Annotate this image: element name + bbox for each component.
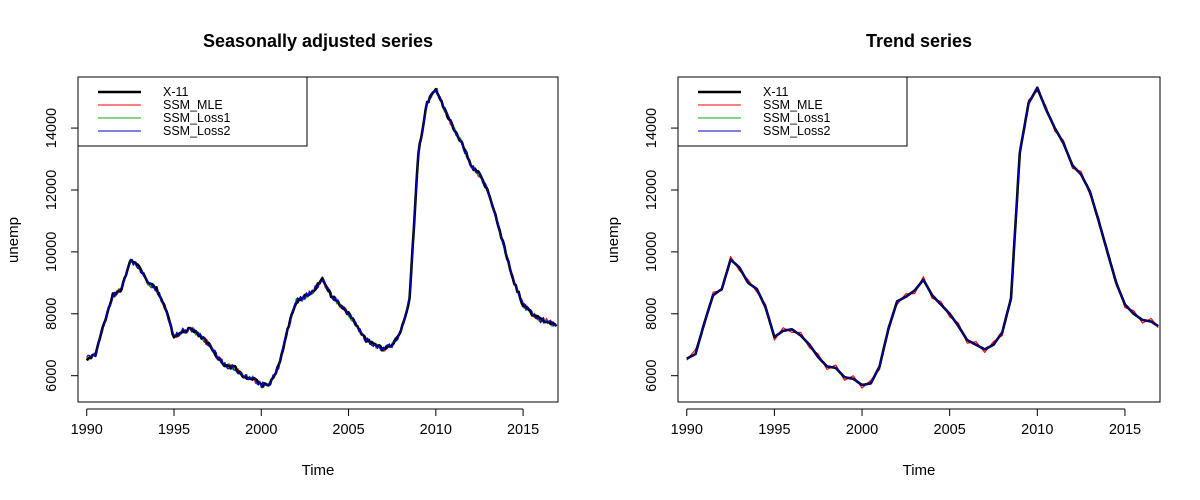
x-tick-label: 2000	[245, 422, 277, 438]
legend-box	[677, 76, 908, 147]
legend-label-ssm-loss1: SSM_Loss1	[763, 111, 830, 125]
x-tick-label: 2015	[507, 422, 539, 438]
chart-title: Trend series	[866, 31, 972, 51]
y-axis-label: unemp	[605, 217, 622, 263]
legend-label-ssm-mle: SSM_MLE	[163, 98, 223, 112]
chart-title: Seasonally adjusted series	[203, 31, 433, 51]
series-layer	[686, 86, 1159, 389]
x-tick-label: 2005	[332, 422, 364, 438]
series-line-ssm-loss2	[686, 87, 1159, 386]
x-axis: 1990 1995 2000 2005 2010 2015	[671, 408, 1141, 438]
legend-label-x11: X-11	[763, 85, 789, 99]
y-tick-label: 12000	[644, 170, 660, 210]
x-tick-label: 1995	[158, 422, 190, 438]
legend-label-ssm-loss2: SSM_Loss2	[763, 124, 830, 138]
y-tick-label: 6000	[644, 360, 660, 392]
x-tick-label: 2015	[1109, 422, 1141, 438]
x-tick-label: 1990	[671, 422, 703, 438]
y-axis: 6000 8000 10000 12000 14000	[44, 108, 79, 392]
y-tick-label: 12000	[44, 170, 60, 210]
y-tick-label: 10000	[44, 232, 60, 272]
legend: X-11 SSM_MLE SSM_Loss1 SSM_Loss2	[677, 76, 908, 147]
y-tick-label: 14000	[44, 108, 60, 148]
legend-label-ssm-mle: SSM_MLE	[763, 98, 823, 112]
x-tick-label: 2000	[846, 422, 878, 438]
plot-area	[677, 76, 1161, 403]
x-tick-label: 2010	[1021, 422, 1053, 438]
series-line-ssm-loss2	[86, 89, 557, 389]
x-axis-label: Time	[302, 462, 335, 479]
y-tick-label: 8000	[44, 298, 60, 330]
y-tick-label: 8000	[644, 298, 660, 330]
x-axis-label: Time	[903, 462, 936, 479]
seasonally-adjusted-chart: Seasonally adjusted series 1990 1995 2000 2…	[5, 31, 559, 479]
y-tick-label: 6000	[44, 360, 60, 392]
legend: X-11 SSM_MLE SSM_Loss1 SSM_Loss2	[77, 76, 308, 147]
x-tick-label: 1995	[758, 422, 790, 438]
x-axis: 1990 1995 2000 2005 2010 2015	[71, 408, 539, 438]
x-tick-label: 2005	[934, 422, 966, 438]
x-tick-label: 1990	[71, 422, 103, 438]
legend-label-ssm-loss2: SSM_Loss2	[163, 124, 230, 138]
series-layer	[85, 87, 558, 389]
x-tick-label: 2010	[420, 422, 452, 438]
trend-chart: Trend series 1990 1995 2000 2005 2010 2015 60…	[605, 31, 1161, 479]
y-axis-label: unemp	[5, 217, 22, 263]
legend-label-x11: X-11	[163, 85, 189, 99]
y-axis: 6000 8000 10000 12000 14000	[644, 108, 679, 392]
legend-label-ssm-loss1: SSM_Loss1	[163, 111, 230, 125]
legend-box	[77, 76, 308, 147]
y-tick-label: 14000	[644, 108, 660, 148]
y-tick-label: 10000	[644, 232, 660, 272]
